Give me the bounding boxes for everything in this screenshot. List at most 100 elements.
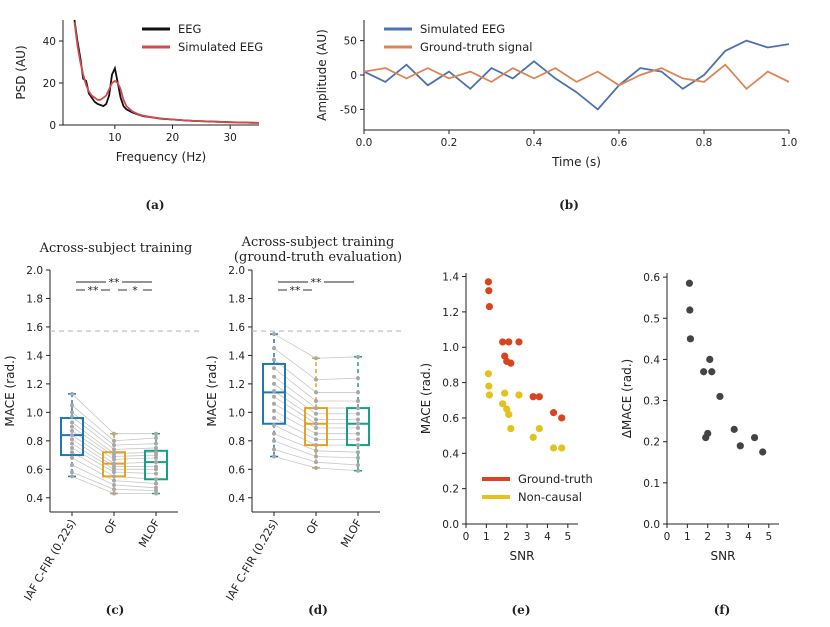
subject-line <box>71 434 115 464</box>
subject-point <box>356 376 360 381</box>
subject-point <box>314 460 318 465</box>
series-line-eeg <box>73 19 259 124</box>
y-tick-label: 0.8 <box>442 378 459 390</box>
y-tick-label: 0.2 <box>643 437 660 449</box>
subject-point <box>272 357 276 362</box>
subject-line <box>71 464 115 486</box>
subject-line <box>273 433 317 452</box>
subject-line <box>273 448 317 463</box>
subject-point <box>314 465 318 470</box>
y-tick-label: 0.0 <box>643 519 660 531</box>
subject-point <box>314 406 318 411</box>
subject-line <box>315 467 359 472</box>
scatter-point--mace <box>685 279 694 287</box>
subject-point <box>356 411 360 416</box>
subject-point <box>112 464 116 469</box>
scatter-point-non-causal <box>501 389 509 397</box>
x-tick-label: 4 <box>544 531 551 543</box>
scatter-point--mace <box>704 429 712 438</box>
y-tick-label: 1.2 <box>442 307 459 319</box>
x-tick-label: 0.8 <box>696 137 713 149</box>
subject-point <box>154 453 158 458</box>
x-tick-label: 0.0 <box>356 137 373 149</box>
subject-point <box>272 447 276 452</box>
subject-point <box>356 390 360 395</box>
significance-label: * <box>132 284 138 297</box>
x-tick-label: 5 <box>564 531 571 543</box>
y-tick-label: 1.6 <box>26 322 43 334</box>
x-tick-label: 5 <box>765 531 772 543</box>
subject-point <box>272 332 276 337</box>
scatter-point-non-causal <box>535 424 543 433</box>
scatter-point-non-causal <box>485 391 494 399</box>
x-axis-label: Time (s) <box>551 155 601 169</box>
y-tick-label: 1.8 <box>228 293 245 305</box>
y-tick-label: 0.4 <box>442 448 459 460</box>
subject-point <box>272 374 276 379</box>
panel-b: -50 0 50 0.0 0.2 0.4 0.6 0.8 1.0 Time (s) Amplitud… <box>315 20 797 169</box>
subject-point <box>356 443 360 448</box>
subject-point <box>272 389 276 393</box>
subject-line <box>71 476 115 494</box>
subject-line <box>113 457 157 460</box>
subject-point <box>314 377 318 382</box>
subject-line <box>71 416 115 450</box>
subject-point <box>112 474 116 479</box>
subject-point <box>272 438 276 443</box>
subject-point <box>70 414 74 419</box>
y-tick-label: 2.0 <box>228 265 245 277</box>
subject-point <box>272 366 276 371</box>
subject-line <box>273 383 317 415</box>
x-tick-label: 3 <box>524 531 531 543</box>
scatter-point-non-causal <box>515 391 523 399</box>
scatter-point-ground-truth <box>507 359 515 367</box>
panel-a: 0 20 40 10 20 30 Frequency (Hz) PSD (AU) EEG Simu… <box>14 19 263 164</box>
y-tick-label: 1.4 <box>26 350 43 362</box>
subject-line <box>273 396 317 425</box>
subject-point <box>112 457 116 462</box>
y-tick-label: 0.0 <box>442 519 459 531</box>
panel-label-c: (c) <box>106 603 125 617</box>
x-tick-label: 4 <box>745 531 752 543</box>
scatter-point-non-causal <box>529 433 537 441</box>
subject-line <box>71 471 115 490</box>
y-tick-label: 0.5 <box>643 313 660 325</box>
subject-point <box>112 451 116 456</box>
subject-point <box>112 487 116 492</box>
legend-label: Simulated EEG <box>420 22 505 36</box>
subject-line <box>113 447 157 450</box>
y-tick-label: 1.2 <box>228 379 245 391</box>
subject-line <box>113 488 157 492</box>
subject-point <box>314 426 318 431</box>
x-tick-label: MLOF <box>136 517 162 550</box>
subject-line <box>113 480 157 484</box>
scatter-point--mace <box>759 448 767 456</box>
subject-point <box>70 463 74 468</box>
subject-point <box>70 403 74 408</box>
subject-line <box>273 333 317 359</box>
subject-line <box>71 404 115 442</box>
x-tick-label: IAF C-FIR (0.22s) <box>223 517 280 603</box>
subject-point <box>154 450 158 455</box>
subject-point <box>272 346 276 351</box>
subject-point <box>314 421 318 426</box>
subject-point <box>272 394 276 399</box>
subject-point <box>70 433 74 438</box>
y-tick-label: 1.6 <box>228 322 245 334</box>
scatter-point-non-causal <box>505 410 513 419</box>
y-tick-label: 0 <box>350 70 357 82</box>
y-axis-label: PSD (AU) <box>14 45 28 99</box>
legend-label: Ground-truth <box>518 472 593 486</box>
y-tick-label: 0.8 <box>228 436 245 448</box>
subject-point <box>356 398 360 403</box>
subject-line <box>273 390 317 420</box>
x-tick-label: 1.0 <box>781 137 798 149</box>
x-tick-label: 10 <box>108 132 121 144</box>
subject-point <box>112 482 116 487</box>
y-axis-label: MACE (rad.) <box>205 355 219 426</box>
subject-line <box>71 439 115 467</box>
scatter-point--mace <box>706 355 714 364</box>
subject-line <box>315 450 359 453</box>
subject-point <box>356 431 360 436</box>
x-axis-label: SNR <box>711 549 736 563</box>
